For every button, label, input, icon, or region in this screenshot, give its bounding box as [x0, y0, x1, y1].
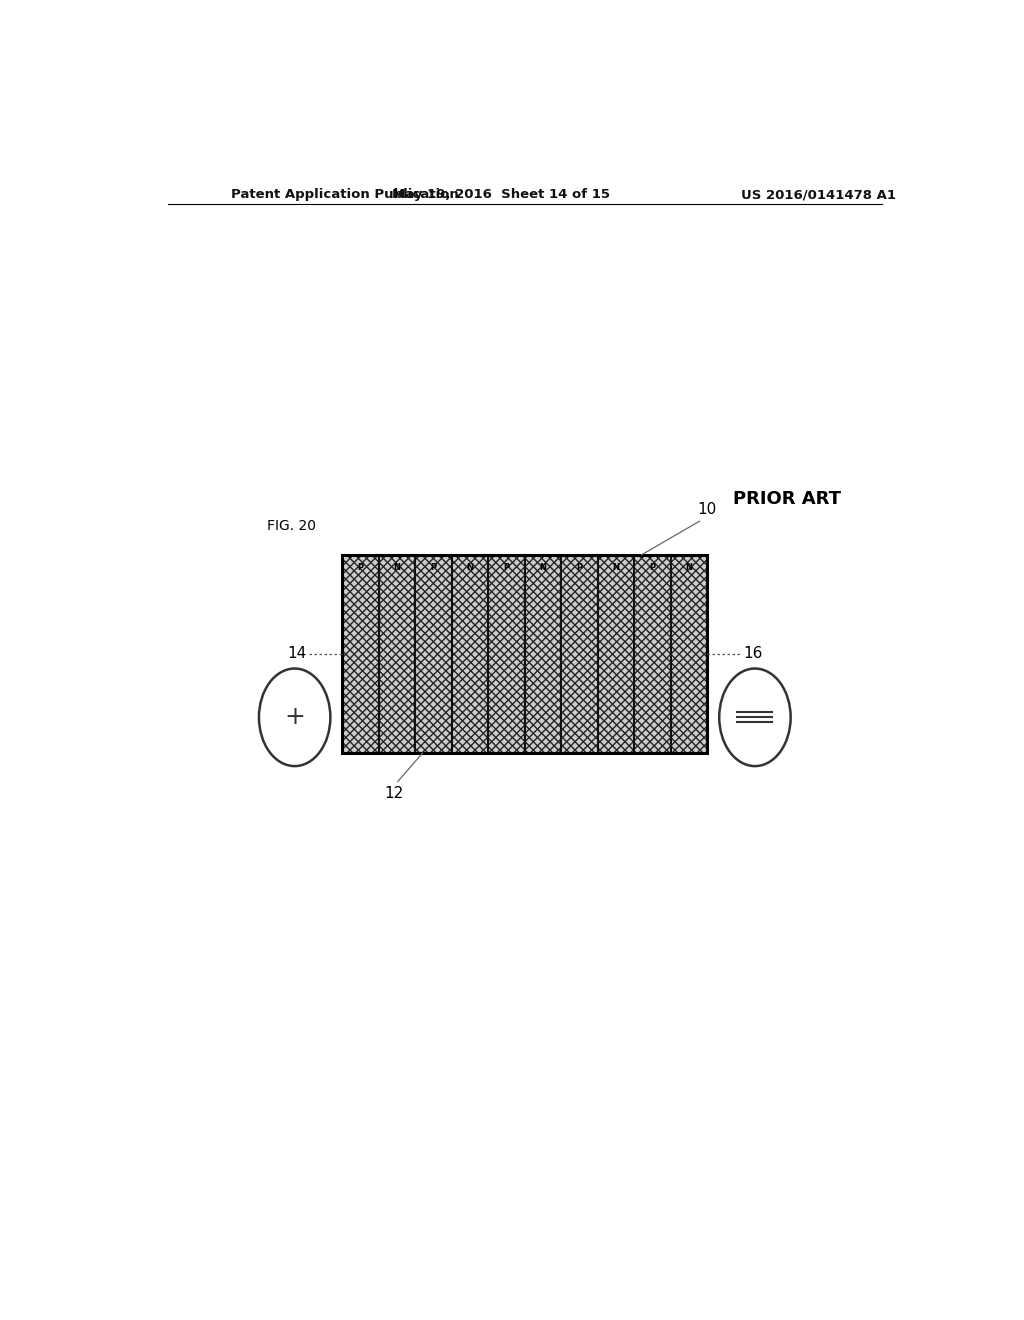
Bar — [598, 554, 634, 752]
Bar — [634, 554, 671, 752]
Bar — [342, 554, 379, 752]
Bar — [416, 554, 452, 752]
Bar — [488, 554, 524, 752]
Text: N: N — [686, 562, 692, 572]
Text: N: N — [393, 562, 400, 572]
Text: 16: 16 — [743, 647, 763, 661]
Ellipse shape — [719, 668, 791, 766]
Text: 12: 12 — [384, 787, 403, 801]
Bar — [342, 554, 708, 752]
Bar — [416, 554, 452, 752]
Bar — [379, 554, 416, 752]
Bar — [634, 554, 671, 752]
Bar — [342, 554, 379, 752]
Text: Patent Application Publication: Patent Application Publication — [231, 189, 459, 202]
Text: N: N — [540, 562, 547, 572]
Bar — [671, 554, 708, 752]
Text: 14: 14 — [288, 647, 306, 661]
Text: N: N — [467, 562, 473, 572]
Text: FIG. 20: FIG. 20 — [267, 519, 315, 533]
Text: US 2016/0141478 A1: US 2016/0141478 A1 — [741, 189, 896, 202]
Text: N: N — [612, 562, 620, 572]
Text: P: P — [430, 562, 436, 572]
Bar — [598, 554, 634, 752]
Bar — [488, 554, 524, 752]
Text: P: P — [577, 562, 583, 572]
Bar — [524, 554, 561, 752]
Bar — [342, 554, 708, 752]
Bar — [379, 554, 416, 752]
Bar — [524, 554, 561, 752]
Ellipse shape — [259, 668, 331, 766]
Bar — [452, 554, 488, 752]
Text: PRIOR ART: PRIOR ART — [733, 490, 841, 508]
Text: May 19, 2016  Sheet 14 of 15: May 19, 2016 Sheet 14 of 15 — [392, 189, 610, 202]
Bar — [561, 554, 598, 752]
Bar — [671, 554, 708, 752]
Bar — [452, 554, 488, 752]
Text: +: + — [285, 705, 305, 730]
Bar — [342, 554, 708, 752]
Text: P: P — [357, 562, 364, 572]
Bar — [561, 554, 598, 752]
Text: 10: 10 — [697, 502, 717, 516]
Text: P: P — [649, 562, 655, 572]
Text: P: P — [504, 562, 510, 572]
